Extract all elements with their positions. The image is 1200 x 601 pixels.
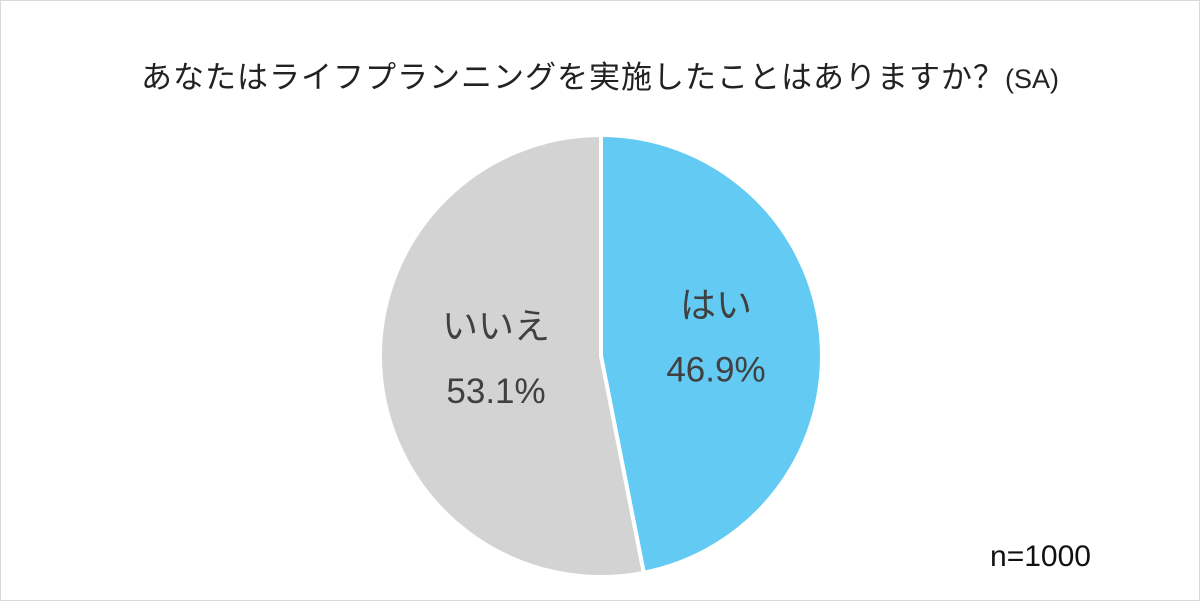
slice-value-label-1: 53.1% (446, 372, 545, 411)
chart-title: あなたはライフプランニングを実施したことはありますか？(SA) (0, 52, 1200, 97)
pie-slice-1 (378, 133, 646, 579)
slice-category-label-1: いいえ (442, 307, 550, 348)
pie-slices (378, 133, 824, 579)
pie-slice-0 (599, 133, 824, 575)
slice-value-label-0: 46.9% (666, 351, 765, 390)
sample-size-annotation: n=1000 (990, 540, 1091, 573)
chart-title-text: あなたはライフプランニングを実施したことはありますか？ (141, 60, 1005, 96)
pie-labels: はい 46.9% いいえ 53.1% (442, 285, 766, 411)
chart-title-suffix: (SA) (1005, 64, 1059, 94)
slice-category-label-0: はい (680, 285, 752, 326)
